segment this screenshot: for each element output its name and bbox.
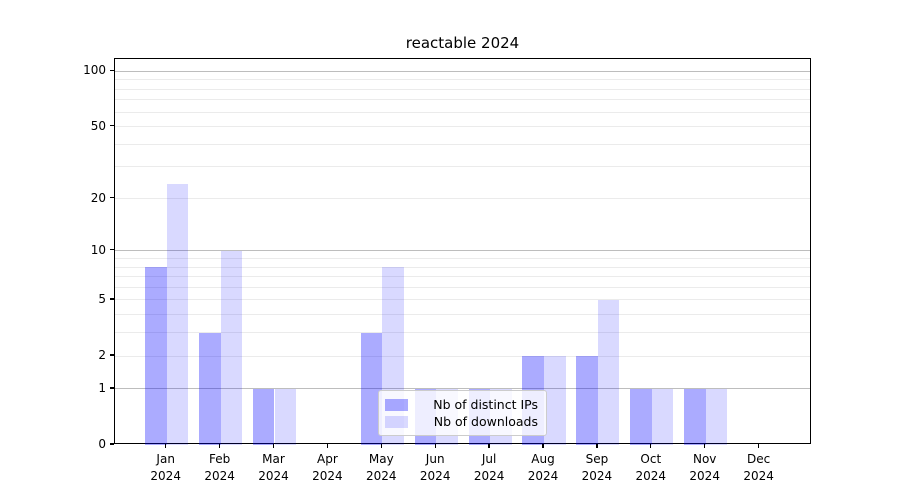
legend: Nb of distinct IPs Nb of downloads bbox=[378, 390, 547, 436]
y-tick-label-100: 100 bbox=[83, 63, 106, 78]
bar-nb-of-distinct-ips-sep bbox=[576, 356, 598, 445]
x-tick-dec bbox=[757, 444, 760, 448]
y-gridline-major-1 bbox=[115, 388, 810, 390]
x-tick-jun bbox=[434, 444, 436, 448]
y-gridline-minor-70 bbox=[115, 99, 810, 101]
bar-nb-of-distinct-ips-oct bbox=[630, 388, 652, 445]
bar-nb-of-downloads-nov bbox=[705, 388, 728, 445]
x-tick-oct bbox=[650, 444, 652, 448]
x-tick-mar bbox=[272, 444, 275, 448]
y-tick-0 bbox=[110, 443, 114, 445]
y-tick-label-10: 10 bbox=[90, 242, 106, 257]
legend-label-distinct-ips: Nb of distinct IPs bbox=[433, 397, 538, 412]
x-tick-label-nov: Nov 2024 bbox=[689, 452, 720, 483]
y-gridline-minor-80 bbox=[115, 88, 810, 90]
y-tick-10 bbox=[110, 249, 114, 251]
y-tick-label-1: 1 bbox=[98, 380, 106, 395]
x-tick-jan bbox=[165, 444, 167, 448]
chart-title: reactable 2024 bbox=[405, 34, 520, 52]
y-tick-label-20: 20 bbox=[90, 190, 106, 205]
x-tick-apr bbox=[326, 444, 329, 448]
y-tick-100 bbox=[110, 69, 114, 71]
y-gridline-minor-60 bbox=[115, 111, 810, 113]
y-tick-label-2: 2 bbox=[98, 348, 106, 362]
bar-nb-of-distinct-ips-may bbox=[360, 332, 383, 445]
bar-nb-of-distinct-ips-feb bbox=[199, 332, 221, 445]
legend-item-downloads: Nb of downloads bbox=[385, 413, 538, 430]
y-gridline-minor-30 bbox=[115, 166, 810, 168]
bar-nb-of-distinct-ips-jan bbox=[145, 267, 167, 445]
bar-nb-of-downloads-mar bbox=[274, 388, 297, 445]
legend-label-downloads: Nb of downloads bbox=[433, 414, 538, 429]
y-tick-2 bbox=[110, 354, 114, 356]
y-tick-label-0: 0 bbox=[98, 437, 106, 451]
bar-nb-of-distinct-ips-mar bbox=[252, 388, 275, 445]
x-tick-label-dec: Dec 2024 bbox=[743, 452, 774, 483]
y-gridline-minor-2 bbox=[115, 355, 810, 357]
x-tick-jul bbox=[488, 444, 490, 448]
x-tick-label-jun: Jun 2024 bbox=[419, 452, 451, 483]
y-gridline-minor-3 bbox=[115, 332, 810, 334]
x-tick-label-may: May 2024 bbox=[366, 452, 397, 483]
x-tick-nov bbox=[704, 444, 706, 448]
x-tick-may bbox=[380, 444, 382, 448]
bar-nb-of-downloads-jan bbox=[166, 184, 189, 445]
x-tick-label-apr: Apr 2024 bbox=[312, 452, 343, 483]
x-tick-sep bbox=[596, 444, 598, 448]
y-gridline-minor-6 bbox=[115, 286, 810, 288]
x-tick-label-jul: Jul 2024 bbox=[473, 452, 505, 483]
bar-nb-of-downloads-aug bbox=[544, 356, 566, 445]
x-tick-label-mar: Mar 2024 bbox=[258, 452, 289, 483]
y-tick-50 bbox=[110, 124, 114, 127]
x-tick-label-sep: Sep 2024 bbox=[581, 452, 613, 483]
y-gridline-major-100 bbox=[115, 70, 810, 72]
y-gridline-minor-90 bbox=[115, 79, 810, 81]
x-tick-label-aug: Aug 2024 bbox=[527, 452, 559, 483]
y-gridline-major-10 bbox=[115, 250, 810, 252]
legend-swatch-distinct-ips bbox=[385, 398, 408, 411]
y-gridline-minor-9 bbox=[115, 258, 810, 260]
bar-nb-of-downloads-feb bbox=[220, 250, 243, 445]
x-tick-label-jan: Jan 2024 bbox=[150, 452, 181, 483]
legend-swatch-downloads bbox=[385, 415, 408, 428]
y-gridline-minor-5 bbox=[115, 299, 810, 301]
y-tick-1 bbox=[110, 387, 114, 389]
y-gridline-minor-40 bbox=[115, 143, 810, 145]
y-gridline-minor-4 bbox=[115, 314, 810, 316]
legend-item-distinct-ips: Nb of distinct IPs bbox=[385, 396, 538, 413]
x-tick-label-oct: Oct 2024 bbox=[635, 452, 667, 483]
bar-nb-of-downloads-sep bbox=[597, 299, 620, 445]
y-tick-5 bbox=[110, 298, 114, 300]
x-tick-aug bbox=[542, 444, 544, 448]
bar-nb-of-downloads-oct bbox=[651, 388, 674, 445]
y-gridline-minor-7 bbox=[115, 276, 810, 278]
y-tick-label-5: 5 bbox=[98, 291, 106, 306]
bar-nb-of-distinct-ips-nov bbox=[684, 388, 706, 445]
y-gridline-minor-50 bbox=[115, 126, 810, 128]
y-tick-20 bbox=[110, 196, 114, 199]
y-tick-label-50: 50 bbox=[90, 118, 106, 133]
y-gridline-minor-20 bbox=[115, 198, 810, 199]
x-tick-feb bbox=[218, 444, 221, 448]
x-tick-label-feb: Feb 2024 bbox=[204, 452, 235, 483]
y-gridline-minor-8 bbox=[115, 266, 810, 268]
plot-area bbox=[114, 58, 811, 445]
